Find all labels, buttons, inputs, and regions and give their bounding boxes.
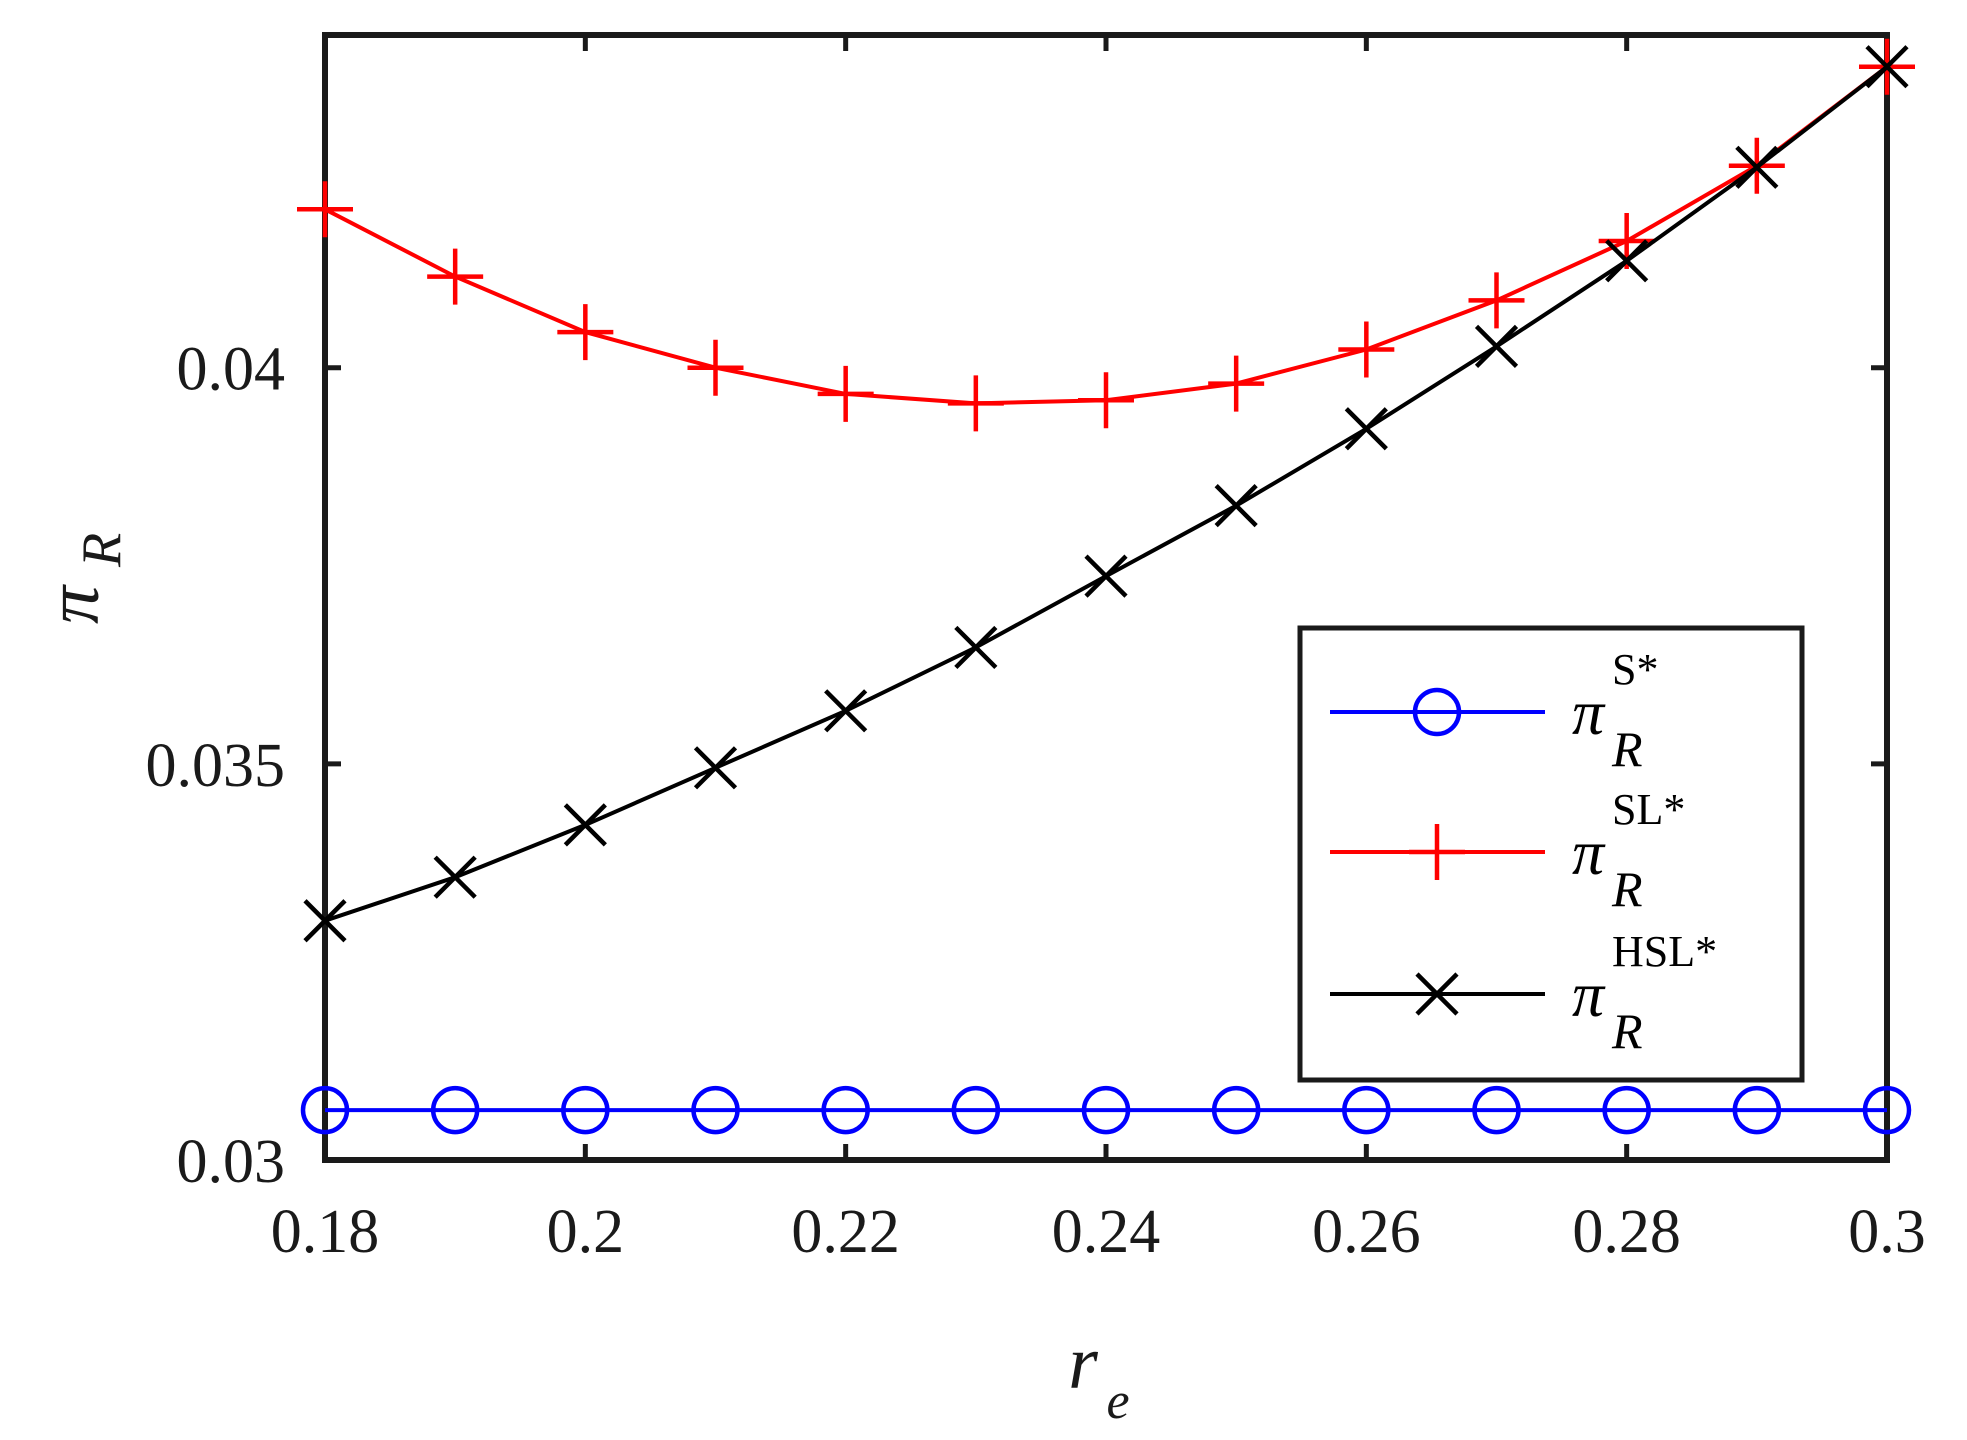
x-tick-label: 0.18: [271, 1198, 380, 1266]
data-point: [1602, 1085, 1651, 1135]
legend-item: πR SL*: [1330, 785, 1685, 917]
data-point: [693, 746, 738, 790]
data-point: [1078, 372, 1134, 429]
legend-label-sub: R: [1611, 1003, 1643, 1059]
x-tick-label: 0.3: [1848, 1198, 1926, 1266]
data-point: [1081, 1085, 1131, 1135]
data-point: [561, 1085, 610, 1135]
y-tick-label: 0.04: [177, 336, 286, 404]
series-x: [303, 45, 1909, 943]
plot-area: 0.18 0.2 0.22 0.24 0.26 0.28 0.3 0.03 0.035 0.04: [146, 32, 1926, 1266]
data-point: [817, 365, 874, 422]
series-plus: [297, 38, 1915, 432]
x-tick-label: 0.28: [1572, 1198, 1681, 1266]
data-point: [1862, 1085, 1912, 1135]
y-tick-label: 0.03: [177, 1128, 286, 1196]
legend-label-sup: SL*: [1612, 785, 1685, 834]
data-point: [563, 803, 607, 847]
data-point: [433, 855, 477, 899]
series-circle: [300, 1085, 1912, 1135]
legend-label-sub: R: [1611, 721, 1643, 777]
data-point: [824, 689, 868, 733]
data-point: [1468, 272, 1525, 329]
legend-item: πR S*: [1330, 645, 1658, 777]
legend-marker: [1415, 972, 1459, 1016]
data-point: [427, 248, 484, 305]
data-point: [1732, 1085, 1782, 1135]
data-point: [303, 899, 347, 943]
data-point: [1735, 145, 1779, 189]
data-point: [1342, 1085, 1391, 1135]
data-point: [951, 1085, 1001, 1135]
legend-label-sup: HSL*: [1612, 927, 1717, 976]
legend-label-main: π: [1572, 817, 1606, 888]
legend-marker: [1409, 824, 1465, 880]
data-point: [557, 304, 614, 361]
x-tick-label: 0.24: [1052, 1198, 1161, 1266]
y-axis-label-sub: R: [71, 533, 133, 568]
data-point: [1338, 321, 1395, 378]
data-point: [297, 181, 353, 238]
y-tick-label: 0.035: [146, 732, 286, 800]
legend-label-main: π: [1572, 677, 1606, 748]
x-axis-label: r e: [1068, 1321, 1129, 1430]
legend-item: πR HSL*: [1330, 927, 1717, 1059]
data-point: [1214, 484, 1258, 528]
legend-label-sub: R: [1611, 861, 1643, 917]
x-axis-label-sub: e: [1106, 1373, 1129, 1430]
data-point: [687, 339, 744, 396]
data-point: [1344, 407, 1388, 451]
legend-label-sup: S*: [1612, 645, 1658, 694]
data-point: [300, 1085, 350, 1135]
y-axis-label: π R: [31, 533, 133, 624]
data-point: [430, 1085, 480, 1135]
data-point: [1472, 1085, 1521, 1135]
data-point: [691, 1085, 740, 1135]
data-point: [1084, 554, 1128, 598]
data-point: [1474, 324, 1519, 368]
data-point: [1865, 45, 1909, 89]
data-point: [947, 375, 1004, 432]
y-axis-label-main: π: [31, 584, 115, 624]
x-axis-label-main: r: [1068, 1321, 1098, 1405]
x-tick-label: 0.26: [1312, 1198, 1421, 1266]
legend-label-main: π: [1572, 959, 1606, 1030]
legend-marker: [1412, 687, 1462, 737]
series-line: [324, 65, 1889, 406]
x-tick-label: 0.2: [547, 1198, 625, 1266]
data-point: [1605, 239, 1649, 283]
x-tick-label: 0.22: [791, 1198, 900, 1266]
data-point: [1208, 355, 1265, 412]
data-point: [821, 1085, 870, 1135]
data-point: [1211, 1085, 1261, 1135]
data-point: [954, 625, 998, 670]
